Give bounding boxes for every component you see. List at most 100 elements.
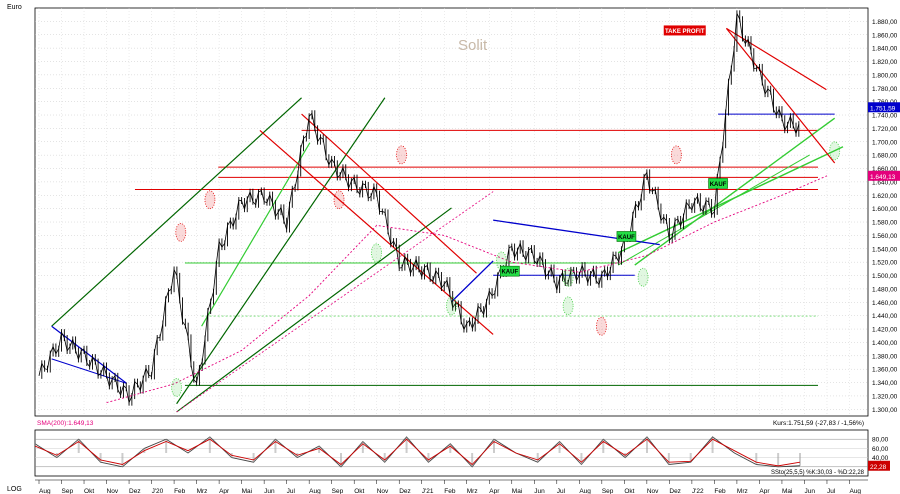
price-panel: 1.300,00 1.320,00 1.340,00 1.360,00 1.380,00…	[34, 7, 900, 427]
circle-marker	[333, 190, 345, 210]
x-tick-label: Mrz	[737, 488, 748, 494]
stochastic-badge-label: 22,28	[870, 464, 887, 471]
y-tick-label: 1.640,00	[872, 179, 898, 186]
trend-line	[617, 154, 810, 266]
y-tick-label: 1.840,00	[872, 46, 898, 53]
y-tick-label: 1.660,00	[872, 166, 898, 173]
x-tick-label: Feb	[444, 488, 456, 494]
x-tick-label: Apr	[489, 488, 500, 494]
y-tick-label: 1.880,00	[872, 19, 898, 26]
circle-marker	[171, 378, 183, 397]
trend-line	[451, 260, 494, 303]
x-tick-label: Dez	[669, 488, 681, 494]
y-tick-label: 1.520,00	[872, 260, 898, 267]
x-tick-label: Jul	[557, 488, 566, 494]
y-tick-label: 1.460,00	[872, 300, 898, 307]
x-tick-label: Nov	[647, 488, 659, 494]
trend-line	[51, 358, 127, 384]
trend-line	[634, 117, 836, 266]
y-tick-label: 1.780,00	[872, 86, 898, 93]
y-tick-label: 1.400,00	[872, 340, 898, 347]
circle-marker	[671, 145, 682, 165]
y-tick-label: 1.340,00	[872, 380, 898, 387]
x-tick-label: Mai	[242, 488, 252, 494]
trend-line	[51, 97, 302, 327]
x-tick-label: Aug	[849, 488, 861, 494]
y-tick-label: 1.560,00	[872, 233, 898, 240]
y-tick-label: 1.800,00	[872, 72, 898, 79]
kauf-badge	[500, 265, 520, 277]
y-tick-label: 1.480,00	[872, 286, 898, 293]
y-tick-label: 1.580,00	[872, 220, 898, 227]
scale-mode-label: LOG	[7, 486, 22, 493]
price-badge	[868, 170, 900, 181]
price-series-line	[38, 11, 800, 405]
circle-marker	[204, 190, 216, 210]
circle-marker	[446, 296, 457, 316]
x-tick-label: J'20	[152, 488, 164, 494]
x-tick-label: Mai	[512, 488, 522, 494]
y-tick-label: 1.600,00	[872, 206, 898, 213]
x-tick-label: Mrz	[467, 488, 478, 494]
stochastic-badge	[868, 460, 890, 471]
y-tick-label: 1.680,00	[872, 153, 898, 160]
price-badge-label: 1.649,13	[870, 174, 896, 181]
x-tick-label: Apr	[219, 488, 230, 494]
trend-line	[617, 146, 844, 254]
x-tick-label: Mrz	[197, 488, 208, 494]
kauf-label: KAUF	[501, 270, 518, 276]
price-frame	[34, 7, 869, 417]
y-tick-label: 1.720,00	[872, 126, 898, 133]
x-tick-label: Feb	[714, 488, 726, 494]
y-tick-label: 1.860,00	[872, 32, 898, 39]
y-tick-label: 1.300,00	[872, 407, 898, 414]
x-tick-label: Okt	[624, 488, 634, 494]
x-tick-label: Jul	[827, 488, 836, 494]
y-tick-label: 1.440,00	[872, 313, 898, 320]
circle-marker	[829, 141, 841, 161]
stochastic-frame	[34, 429, 869, 477]
trend-line	[201, 142, 311, 327]
x-tick-label: Nov	[377, 488, 389, 494]
trend-line	[726, 27, 827, 91]
x-tick-label: Dez	[399, 488, 411, 494]
trend-line	[176, 97, 386, 405]
stochastic-tick-label: 60,00	[872, 446, 889, 453]
x-tick-label: Okt	[354, 488, 364, 494]
y-tick-label: 1.540,00	[872, 246, 898, 253]
circle-marker	[562, 267, 574, 287]
circle-marker	[175, 222, 187, 242]
y-tick-label: 1.620,00	[872, 193, 898, 200]
circle-marker	[496, 251, 507, 271]
y-tick-label: 1.740,00	[872, 113, 898, 120]
x-tick-label: J'22	[692, 488, 704, 494]
y-tick-label: 1.420,00	[872, 327, 898, 334]
x-tick-label: Nov	[107, 488, 119, 494]
sma-legend: SMA(200):1.649,13	[37, 420, 94, 427]
kauf-badge	[708, 178, 728, 189]
x-tick-label: Jul	[287, 488, 296, 494]
x-tick-label: Dez	[129, 488, 141, 494]
x-tick-label: Apr	[759, 488, 770, 494]
y-tick-label: 1.500,00	[872, 273, 898, 280]
take-profit-badge	[663, 25, 706, 36]
x-tick-label: J'21	[422, 488, 434, 494]
circle-marker	[562, 296, 574, 316]
price-badge-label: 1.751,59	[870, 105, 896, 112]
x-tick-label: Feb	[174, 488, 186, 494]
circle-marker	[596, 316, 607, 336]
x-tick-label: Mai	[782, 488, 792, 494]
x-tick-label: Sep	[602, 488, 614, 494]
kurs-legend: Kurs:1.751,59 (-27,83 / -1,56%)	[773, 420, 864, 427]
y-tick-label: 1.700,00	[872, 139, 898, 146]
stochastic-k-line	[34, 436, 801, 468]
currency-label: Euro	[7, 4, 22, 11]
x-tick-label: Aug	[579, 488, 591, 494]
trend-line	[725, 28, 836, 164]
sma-200-line	[106, 175, 828, 404]
y-tick-label: 1.320,00	[872, 393, 898, 400]
trend-line	[301, 113, 477, 274]
take-profit-label: TAKE PROFIT	[665, 29, 705, 35]
x-tick-label: Sep	[332, 488, 344, 494]
